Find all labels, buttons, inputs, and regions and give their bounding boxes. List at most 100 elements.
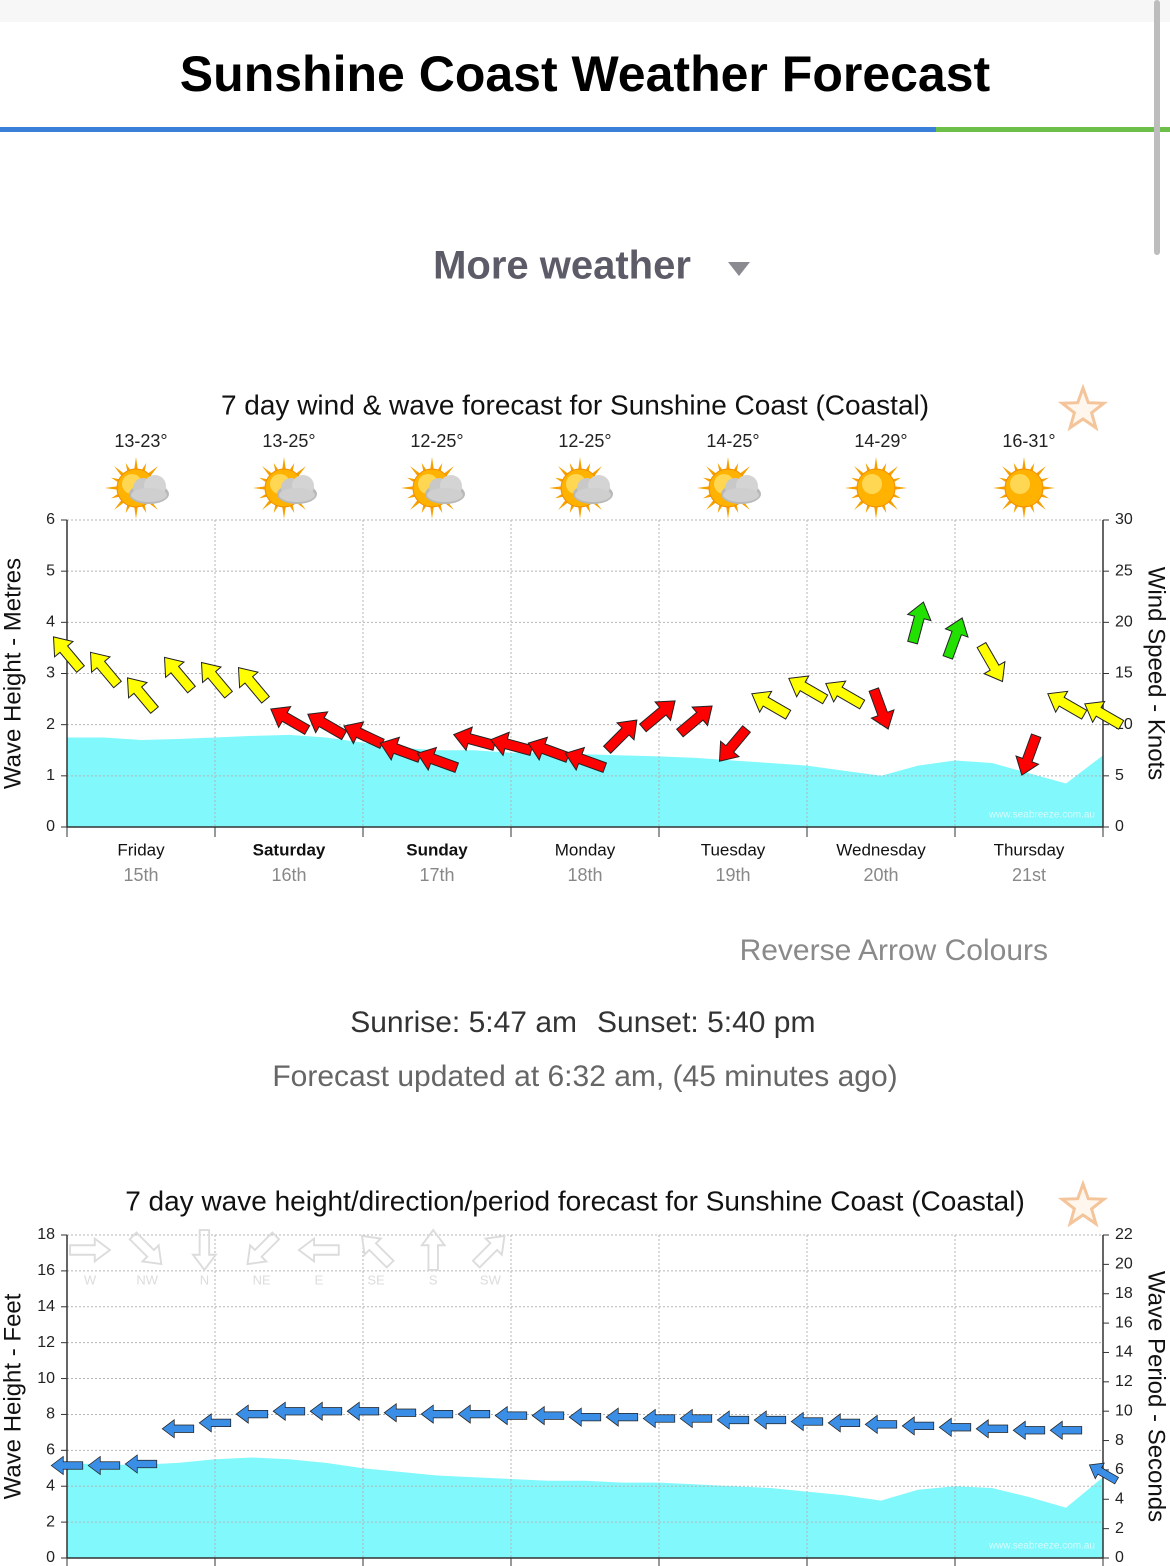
direction-arrow	[975, 1419, 1009, 1439]
direction-arrow	[1012, 1420, 1046, 1441]
y2-tick-label: 25	[1115, 562, 1133, 579]
y-tick-label: 2	[46, 716, 55, 733]
date-label: 19th	[715, 865, 750, 885]
y-tick-label: 6	[46, 511, 55, 528]
y2-tick-label: 15	[1115, 665, 1133, 682]
direction-arrow	[679, 1408, 713, 1429]
direction-arrow	[638, 700, 676, 733]
sun-ray	[1040, 485, 1055, 491]
watermark: www.seabreeze.com.au	[988, 810, 1095, 821]
compass-label: SE	[367, 1272, 385, 1287]
dropdown-caret[interactable]	[728, 262, 750, 276]
direction-arrow	[675, 705, 713, 738]
direction-arrow	[1015, 733, 1042, 776]
sun-ray	[845, 485, 860, 491]
direction-arrow	[200, 661, 234, 699]
compass-label: NE	[253, 1272, 271, 1287]
direction-arrow	[868, 687, 895, 730]
favourite-star[interactable]	[1057, 1179, 1109, 1228]
direction-arrow	[753, 1410, 787, 1430]
y-tick-label: 18	[37, 1226, 55, 1243]
star-shape[interactable]	[1057, 383, 1109, 432]
date-label: 15th	[123, 865, 158, 885]
y2-tick-label: 10	[1115, 1402, 1133, 1419]
weather-icon	[401, 457, 465, 519]
weather-icon	[549, 457, 613, 519]
temperature-range: 13-23°	[114, 431, 167, 451]
y-tick-label: 2	[46, 1513, 55, 1530]
y2-tick-label: 12	[1115, 1373, 1133, 1390]
sun-ray	[429, 504, 435, 519]
day-label: Monday	[555, 840, 616, 859]
direction-arrow	[901, 1416, 935, 1436]
more-weather-menu[interactable]: More weather	[433, 244, 750, 288]
direction-arrow	[716, 1410, 750, 1430]
temperature-range: 14-25°	[706, 431, 759, 451]
sun-ray	[133, 504, 139, 519]
direction-arrow	[564, 746, 608, 774]
direction-arrow	[1049, 1420, 1083, 1441]
sun-ray	[725, 457, 731, 472]
y2-tick-label: 20	[1115, 1256, 1133, 1273]
sunset: Sunset: 5:40 pm	[597, 1006, 815, 1039]
y-tick-label: 12	[37, 1334, 55, 1351]
direction-arrow	[788, 675, 829, 705]
sun-ray	[892, 485, 907, 491]
direction-arrow	[235, 1404, 269, 1424]
compass-arrow	[471, 1234, 506, 1269]
weather-icon	[993, 457, 1055, 519]
date-label: 20th	[863, 865, 898, 885]
direction-arrow	[642, 1408, 676, 1429]
direction-arrow	[751, 690, 792, 720]
updated-note: Forecast updated at 6:32 am, (45 minutes…	[272, 1060, 897, 1093]
direction-arrow	[790, 1411, 824, 1432]
y2-tick-label: 30	[1115, 511, 1133, 528]
sun-ray	[1021, 457, 1027, 472]
y-tick-label: 14	[37, 1298, 55, 1315]
direction-arrow	[864, 1414, 898, 1435]
direction-arrow	[605, 1407, 639, 1427]
direction-arrow	[568, 1407, 602, 1427]
favourite-star[interactable]	[1057, 383, 1109, 432]
day-label: Sunday	[406, 840, 468, 859]
sun-ray	[725, 504, 731, 519]
sun-ray	[253, 485, 268, 491]
temperature-range: 13-25°	[262, 431, 315, 451]
day-label: Wednesday	[836, 840, 926, 859]
day-label: Tuesday	[701, 840, 766, 859]
reverse-colours-link[interactable]: Reverse Arrow Colours	[740, 934, 1048, 967]
sun-ray	[1021, 504, 1027, 519]
date-label: 18th	[567, 865, 602, 885]
sun-glow	[1010, 474, 1030, 494]
compass-arrow	[128, 1231, 163, 1266]
direction-arrow	[718, 725, 752, 762]
direction-arrow	[420, 1404, 454, 1424]
scrollbar	[1154, 0, 1160, 255]
sun-glow	[862, 474, 882, 494]
chart-title: 7 day wind & wave forecast for Sunshine …	[221, 389, 929, 420]
sun-ray	[873, 504, 879, 519]
star-shape[interactable]	[1057, 1179, 1109, 1228]
y2-tick-label: 8	[1115, 1432, 1124, 1449]
status-strip	[0, 0, 1170, 22]
chart-title: 7 day wave height/direction/period forec…	[125, 1185, 1025, 1216]
direction-arrow	[1047, 690, 1088, 720]
sun-ray	[577, 504, 583, 519]
y-axis-label: Wave Height - Feet	[0, 1293, 26, 1499]
direction-arrow	[457, 1404, 491, 1424]
chart: 7 day wind & wave forecast for Sunshine …	[0, 383, 1170, 885]
y2-tick-label: 2	[1115, 1520, 1124, 1537]
direction-arrow	[52, 636, 86, 674]
compass-arrow	[246, 1231, 281, 1266]
y2-tick-label: 20	[1115, 614, 1133, 631]
menu-label[interactable]: More weather	[433, 244, 691, 288]
weather-icon	[105, 457, 169, 519]
direction-arrow	[270, 705, 311, 736]
cloud	[723, 488, 759, 502]
header-bar-green	[936, 127, 1170, 132]
compass-arrow	[297, 1236, 340, 1264]
y2-tick-label: 5	[1115, 767, 1124, 784]
cloud	[575, 488, 611, 502]
